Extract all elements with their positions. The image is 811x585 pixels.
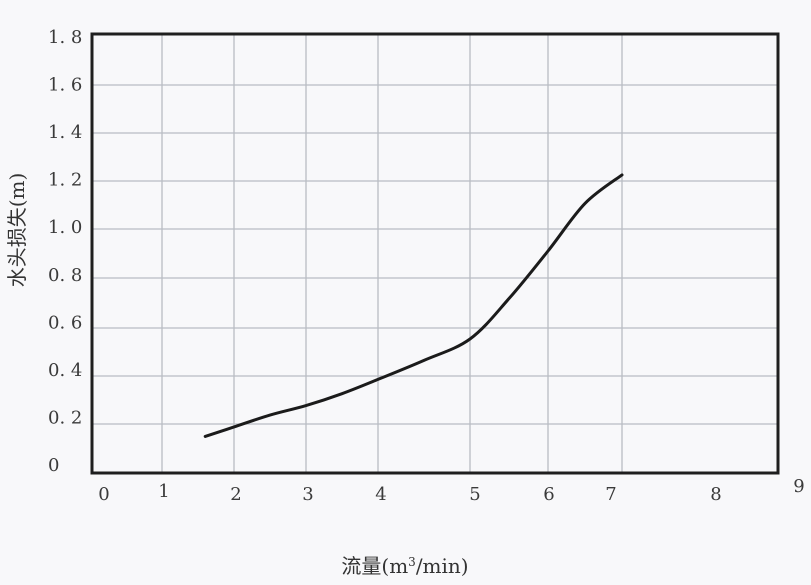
x-tick-label-9: 9: [793, 476, 804, 497]
tick-layer: 0 0. 2 0. 4 0. 6 0. 8 1. 0 1. 2 1. 4 1. 6 1. 8 0 1 2…: [48, 27, 805, 505]
y-tick-label-7: 1. 4: [48, 122, 82, 143]
x-tick-label-4: 4: [375, 484, 386, 505]
y-tick-label-2: 0. 4: [48, 360, 82, 381]
x-tick-label-8: 8: [710, 484, 721, 505]
y-tick-label-8: 1. 6: [48, 75, 82, 96]
x-tick-label-7: 7: [605, 484, 616, 505]
y-tick-label-5: 1. 0: [48, 217, 82, 238]
y-tick-label-4: 0. 8: [48, 265, 82, 286]
x-tick-label-5: 5: [469, 484, 480, 505]
series-layer: [203, 173, 624, 438]
x-axis-title: 流量(m3/min): [341, 554, 468, 578]
y-tick-label-0: 0: [48, 455, 59, 476]
plot-frame: [90, 32, 780, 475]
x-tick-label-2: 2: [230, 484, 241, 505]
y-axis-title: 水头损失(m): [5, 173, 29, 288]
y-tick-label-6: 1. 2: [48, 170, 82, 191]
x-tick-label-3: 3: [302, 484, 313, 505]
grid-layer: [92, 33, 778, 473]
headloss-series-line-0: [203, 173, 624, 438]
x-tick-label-1: 1: [158, 481, 169, 502]
x-tick-label-0: 0: [98, 484, 109, 505]
x-tick-label-6: 6: [543, 484, 554, 505]
y-tick-label-3: 0. 6: [48, 312, 82, 333]
y-tick-label-9: 1. 8: [48, 27, 82, 48]
y-tick-label-1: 0. 2: [48, 407, 82, 428]
